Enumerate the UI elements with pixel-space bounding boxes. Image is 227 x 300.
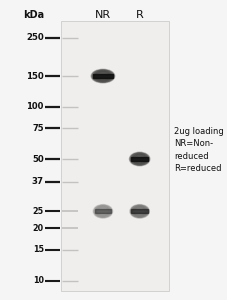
Bar (131, 209, 147, 213)
Text: 2ug loading
NR=Non-
reduced
R=reduced: 2ug loading NR=Non- reduced R=reduced (174, 127, 223, 173)
Bar (131, 157, 148, 161)
Ellipse shape (93, 70, 112, 82)
Bar (94, 209, 111, 213)
Ellipse shape (93, 205, 112, 218)
Ellipse shape (91, 69, 114, 83)
Ellipse shape (131, 153, 148, 165)
Text: R: R (135, 11, 143, 20)
Ellipse shape (129, 152, 149, 166)
Text: 20: 20 (32, 224, 44, 233)
Text: 75: 75 (32, 124, 44, 133)
Ellipse shape (96, 207, 109, 216)
Text: 10: 10 (33, 276, 44, 285)
Text: 50: 50 (32, 154, 44, 164)
Ellipse shape (130, 153, 148, 165)
Text: 37: 37 (32, 177, 44, 186)
Text: 25: 25 (32, 207, 44, 216)
Ellipse shape (129, 205, 149, 218)
Text: 100: 100 (26, 102, 44, 111)
Text: kDa: kDa (23, 10, 44, 20)
Text: NR: NR (94, 11, 111, 20)
Ellipse shape (94, 71, 111, 81)
Text: 250: 250 (26, 33, 44, 42)
Ellipse shape (95, 72, 110, 81)
Ellipse shape (95, 206, 110, 217)
FancyBboxPatch shape (61, 21, 168, 291)
Ellipse shape (130, 205, 148, 218)
Ellipse shape (92, 70, 113, 82)
Ellipse shape (94, 205, 111, 218)
Text: 150: 150 (26, 72, 44, 81)
Ellipse shape (131, 206, 147, 217)
Bar (93, 74, 112, 78)
Text: 15: 15 (33, 245, 44, 254)
Ellipse shape (132, 207, 146, 216)
Ellipse shape (132, 154, 146, 164)
Ellipse shape (131, 154, 147, 164)
